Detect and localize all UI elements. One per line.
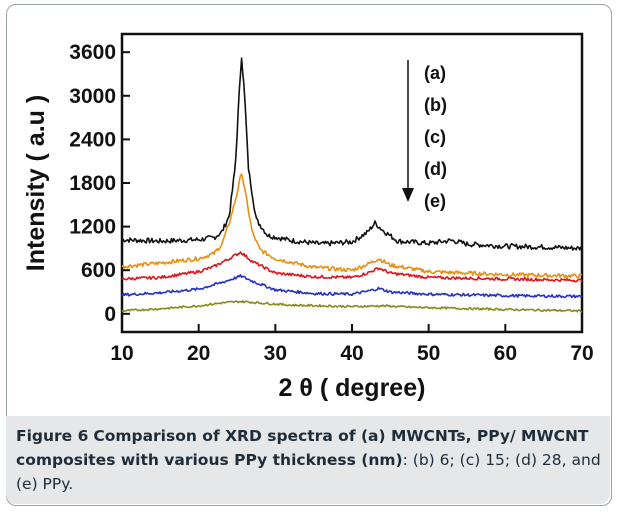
- x-tick-label: 10: [110, 342, 133, 365]
- x-tick-label: 30: [264, 342, 287, 365]
- y-tick-label: 2400: [69, 128, 116, 151]
- y-tick-label: 0: [104, 303, 116, 326]
- x-tick-label: 60: [494, 342, 517, 365]
- plot-frame: [120, 32, 584, 334]
- curve-label: (d): [424, 159, 447, 179]
- order-arrow-head: [402, 188, 414, 202]
- x-tick-label: 50: [417, 342, 440, 365]
- series-line-0: [121, 57, 583, 251]
- y-tick-label: 3000: [69, 85, 116, 108]
- figure-caption-body: : (b) 6; (c) 15; (d) 28, and (e) PPy.: [16, 451, 601, 493]
- y-axis-title: Intensity ( a.u ): [22, 95, 50, 271]
- y-tick-label: 600: [81, 259, 116, 282]
- x-tick-label: 20: [187, 342, 210, 365]
- curve-label: (a): [424, 63, 446, 83]
- curve-label: (c): [424, 127, 446, 147]
- curve-label: (e): [424, 191, 446, 211]
- y-tick-label: 1800: [69, 172, 116, 195]
- x-axis-title: 2 θ ( degree): [279, 374, 426, 402]
- x-tick-label: 40: [340, 342, 363, 365]
- figure-caption-title: Comparison of XRD spectra of (a) MWCNTs,…: [16, 427, 589, 469]
- y-tick-label: 3600: [69, 41, 116, 64]
- series-line-2: [121, 251, 583, 283]
- xrd-chart: 10 20 30 40 50 60 70 0 600 1200 1800 2400 3000 3600 (…: [22, 32, 594, 402]
- figure-label: Figure 6: [16, 427, 89, 445]
- curve-label: (b): [424, 95, 447, 115]
- series-line-3: [121, 274, 583, 299]
- y-tick-label: 1200: [69, 216, 116, 239]
- figure-caption: Figure 6 Comparison of XRD spectra of (a…: [16, 424, 602, 496]
- series-line-4: [121, 300, 583, 313]
- caption-band: [6, 416, 610, 504]
- x-tick-label: 70: [570, 342, 593, 365]
- series-line-1: [121, 173, 583, 279]
